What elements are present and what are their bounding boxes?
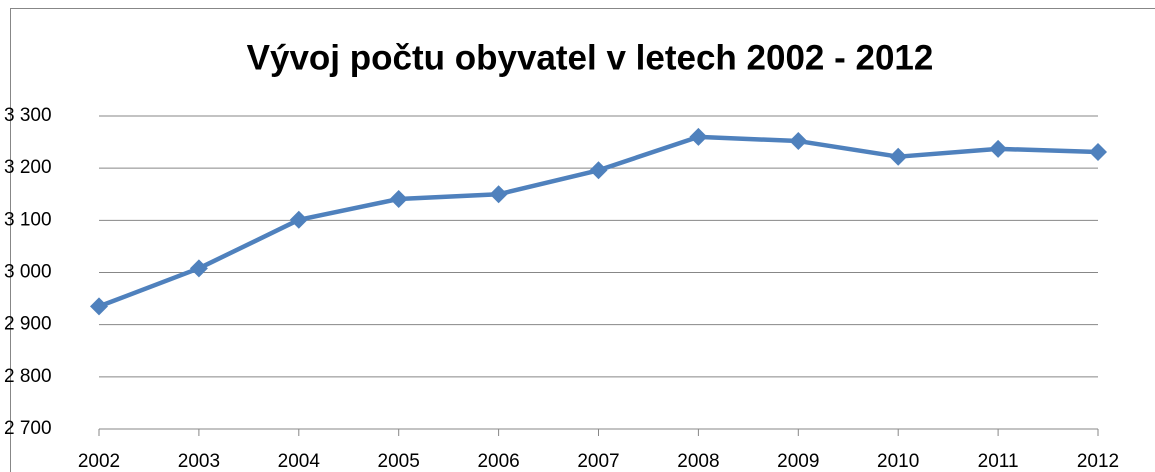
point-marker (889, 147, 908, 166)
x-tick-label: 2006 (477, 451, 519, 472)
point-marker (489, 185, 508, 204)
y-tick-label: 3 000 (4, 262, 52, 283)
y-tick-label: 2 700 (4, 418, 52, 439)
x-tick-label: 2011 (978, 451, 1019, 472)
point-marker (289, 210, 308, 229)
chart-frame (10, 8, 1155, 472)
x-tick-label: 2010 (877, 451, 919, 472)
x-tick-label: 2007 (577, 451, 619, 472)
point-marker (789, 132, 808, 151)
y-tick-label: 3 200 (4, 157, 52, 178)
x-tick-label: 2012 (1077, 451, 1119, 472)
y-tick-label: 3 100 (4, 209, 52, 230)
x-tick-label: 2008 (677, 451, 719, 472)
point-marker (589, 161, 608, 180)
x-tick-label: 2004 (278, 451, 321, 472)
point-marker (189, 259, 208, 278)
x-tick-label: 2003 (178, 451, 220, 472)
y-tick-label: 2 800 (4, 366, 52, 387)
x-tick-label: 2009 (777, 451, 819, 472)
point-marker (389, 189, 408, 208)
y-tick-label: 3 300 (4, 105, 52, 126)
point-marker (1089, 142, 1107, 161)
y-tick-label: 2 900 (4, 314, 52, 335)
x-tick-label: 2002 (78, 451, 120, 472)
chart-title: Vývoj počtu obyvatel v letech 2002 - 201… (247, 38, 934, 77)
point-marker (90, 297, 108, 316)
x-tick-label: 2005 (378, 451, 420, 472)
point-marker (689, 127, 708, 146)
point-marker (989, 139, 1008, 158)
